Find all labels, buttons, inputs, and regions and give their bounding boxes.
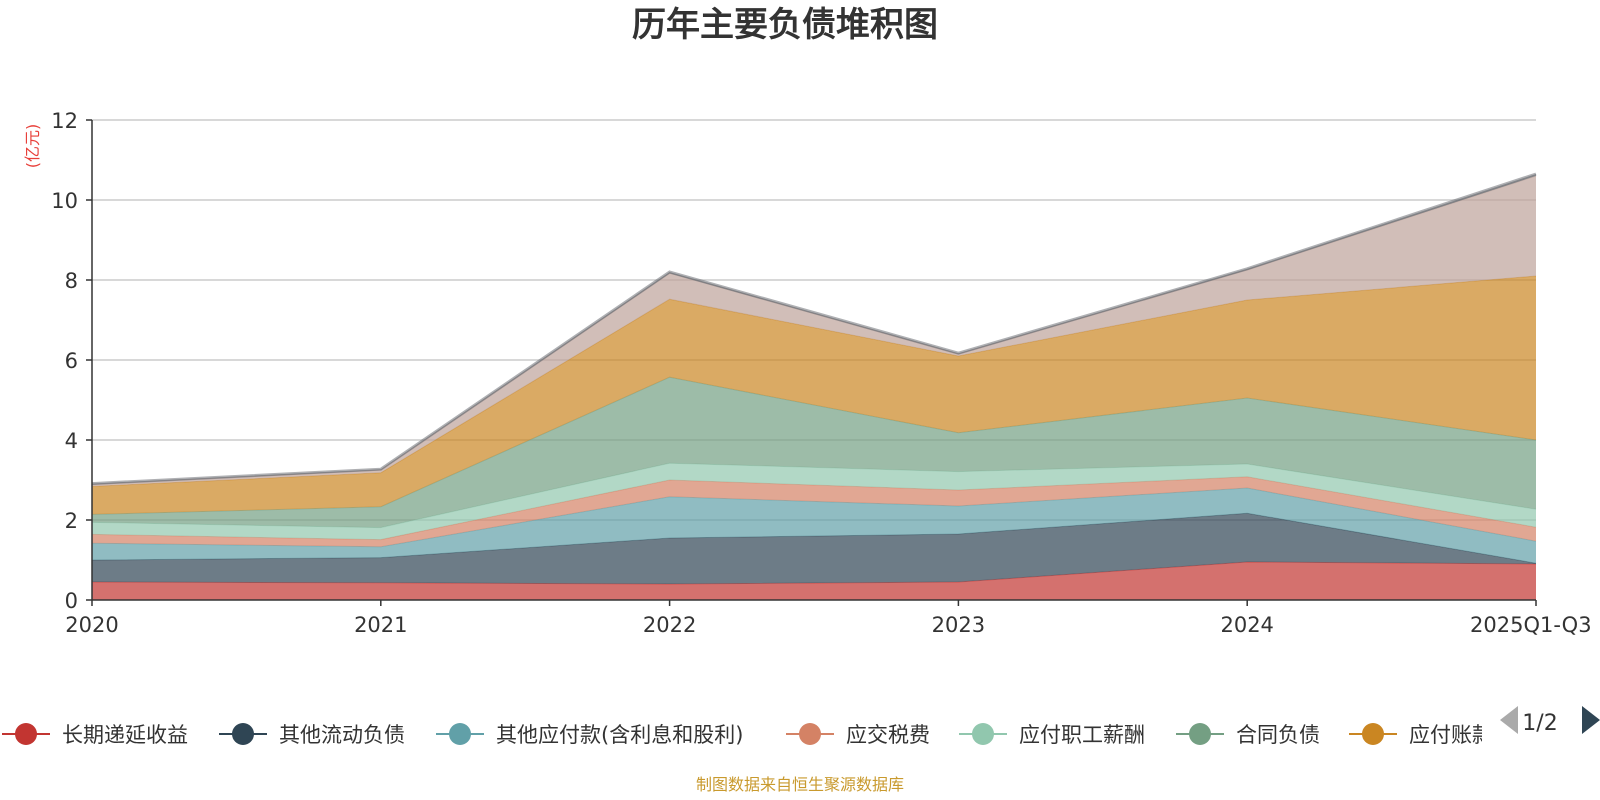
legend-marker-icon	[972, 723, 994, 745]
legend-label: 应交税费	[846, 723, 930, 747]
legend-marker-icon	[15, 723, 37, 745]
legend-item-应付职工薪酬[interactable]: 应付职工薪酬	[959, 723, 1145, 747]
y-tick-label: 6	[65, 349, 78, 373]
legend-label: 应付职工薪酬	[1019, 723, 1145, 747]
legend-label: 合同负债	[1236, 723, 1320, 747]
legend-item-其他应付款(含利息和股利)[interactable]: 其他应付款(含利息和股利)	[436, 723, 743, 747]
legend: 长期递延收益 其他流动负债 其他应付款(含利息和股利) 应交税费 应付职工薪酬 合同负债 应…	[2, 723, 1493, 747]
y-tick-label: 4	[65, 429, 78, 453]
legend-prev-icon[interactable]	[1500, 706, 1518, 734]
legend-label: 长期递延收益	[62, 723, 188, 747]
legend-marker-icon	[449, 723, 471, 745]
axes: 0 2 4 6 8 10 12 2020 2021 2022 2023 2024 2025Q1-Q3	[51, 109, 1591, 637]
legend-label: 其他流动负债	[279, 723, 405, 747]
area-合同负债	[92, 377, 1536, 528]
y-tick-label: 0	[65, 589, 78, 613]
legend-label: 其他应付款(含利息和股利)	[496, 723, 743, 747]
chart-title: 历年主要负债堆积图	[632, 5, 938, 45]
y-tick-label: 12	[51, 109, 78, 133]
legend-page-indicator: 1/2	[1522, 711, 1557, 736]
legend-next-icon[interactable]	[1582, 706, 1600, 734]
legend-marker-icon	[1189, 723, 1211, 745]
x-tick-label: 2024	[1220, 613, 1273, 637]
x-tick-label: 2021	[354, 613, 407, 637]
legend-pager: 1/2	[1500, 706, 1600, 736]
legend-marker-icon	[799, 723, 821, 745]
x-tick-label: 2022	[643, 613, 696, 637]
legend-item-应交税费[interactable]: 应交税费	[786, 723, 930, 747]
legend-marker-icon	[1362, 723, 1384, 745]
legend-label: 应付账款	[1409, 723, 1493, 747]
area-series-group	[91, 172, 1537, 600]
legend-item-合同负债[interactable]: 合同负债	[1176, 723, 1320, 747]
area-长期递延收益	[92, 562, 1536, 600]
area-应付职工薪酬	[92, 463, 1536, 540]
legend-item-其他流动负债[interactable]: 其他流动负债	[219, 723, 405, 747]
legend-marker-icon	[232, 723, 254, 745]
y-tick-label: 8	[65, 269, 78, 293]
legend-item-长期递延收益[interactable]: 长期递延收益	[2, 723, 188, 747]
area-其他应付款(含利息和股利)	[92, 488, 1536, 564]
line-应付票据	[91, 172, 1537, 486]
y-axis-unit-label: (亿元)	[23, 124, 42, 169]
legend-item-应付账款[interactable]: 应付账款	[1349, 723, 1493, 747]
area-应交税费	[92, 476, 1536, 547]
y-tick-label: 10	[51, 189, 78, 213]
area-其他流动负债	[92, 513, 1536, 584]
y-tick-label: 2	[65, 509, 78, 533]
x-tick-label: 2023	[932, 613, 985, 637]
data-source-note: 制图数据来自恒生聚源数据库	[696, 775, 904, 794]
x-tick-label: 2025Q1-Q3	[1470, 613, 1592, 637]
area-应付账款	[92, 276, 1536, 515]
x-tick-label: 2020	[65, 613, 118, 637]
